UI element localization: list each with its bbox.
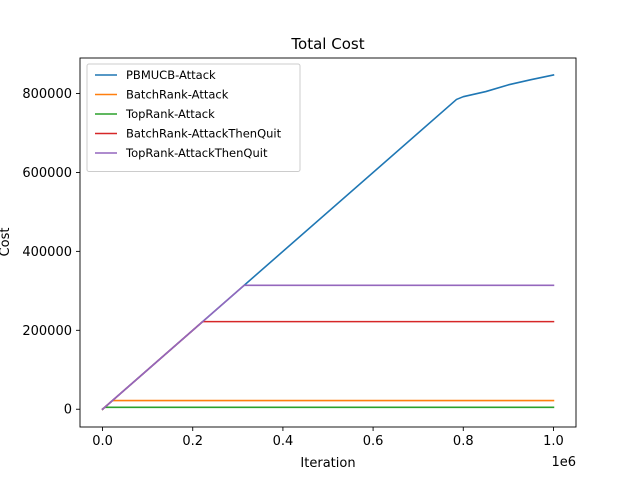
plot-frame	[79, 57, 577, 428]
x-tick-label: 0.6	[363, 434, 384, 449]
series-line-4	[101, 284, 555, 411]
y-axis-label: Cost	[0, 228, 13, 257]
x-tick-label: 0.2	[182, 434, 203, 449]
chart-title: Total Cost	[290, 35, 364, 53]
y-tick-label: 400000	[22, 245, 72, 260]
legend-label-3: BatchRank-AttackThenQuit	[126, 127, 282, 141]
legend-box	[86, 63, 301, 172]
y-tick-label: 0	[64, 403, 72, 418]
y-axis: 0 200000 400000 600000 800000	[22, 87, 80, 418]
legend: PBMUCB-Attack BatchRank-Attack TopRank-Att…	[86, 63, 301, 172]
x-tick-label: 0.4	[273, 434, 294, 449]
x-tick-label: 1.0	[543, 434, 564, 449]
x-axis: 0.0 0.2 0.4 0.6 0.8 1.0	[92, 427, 564, 449]
legend-label-0: PBMUCB-Attack	[126, 68, 216, 82]
legend-label-4: TopRank-AttackThenQuit	[125, 146, 268, 160]
y-tick-label: 200000	[22, 324, 72, 339]
x-tick-label: 0.0	[92, 434, 113, 449]
x-axis-label: Iteration	[300, 456, 355, 471]
y-tick-label: 600000	[22, 166, 72, 181]
legend-label-1: BatchRank-Attack	[126, 88, 229, 102]
plot-area	[101, 74, 555, 411]
series-line-0	[101, 74, 555, 411]
legend-label-2: TopRank-Attack	[125, 107, 215, 121]
x-tick-label: 0.8	[453, 434, 474, 449]
y-tick-label: 800000	[22, 87, 72, 102]
x-axis-offset-text: 1e6	[551, 455, 576, 470]
